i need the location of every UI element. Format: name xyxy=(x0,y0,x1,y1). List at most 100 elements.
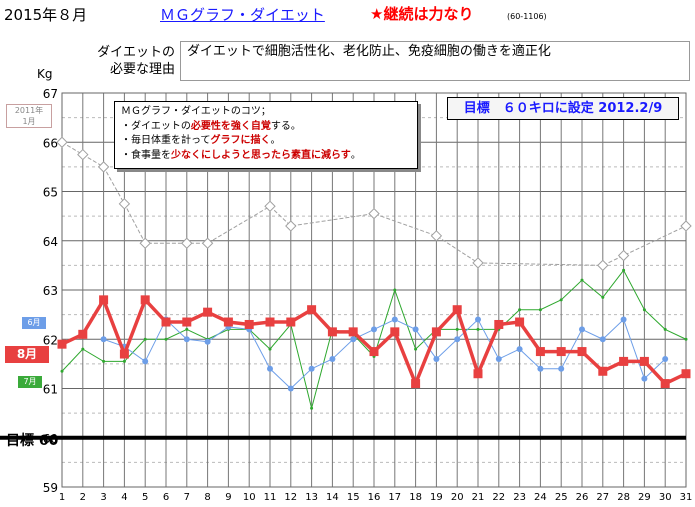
aug-point xyxy=(120,350,129,359)
x-tick-label: 19 xyxy=(430,492,443,503)
aug-point xyxy=(619,357,628,366)
jul-point xyxy=(560,298,563,301)
tip-3-end: 。 xyxy=(351,150,361,161)
tip-2-end: 。 xyxy=(271,135,281,146)
jun-point xyxy=(558,366,564,372)
x-tick-label: 7 xyxy=(184,492,190,503)
x-tick-label: 13 xyxy=(305,492,318,503)
jul-point xyxy=(518,308,521,311)
x-tick-label: 18 xyxy=(409,492,422,503)
tips-box: ＭＧグラフ・ダイエットのコツ； ・ダイエットの必要性を強く自覚する。 ・毎日体重… xyxy=(114,101,418,169)
legend-tag-aug: 8月 xyxy=(5,346,49,363)
x-tick-label: 17 xyxy=(388,492,401,503)
jun-point xyxy=(579,326,585,332)
tips-title: ＭＧグラフ・ダイエットのコツ； xyxy=(121,105,411,120)
jun-point xyxy=(413,326,419,332)
x-tick-label: 12 xyxy=(284,492,297,503)
x-tick-label: 23 xyxy=(513,492,526,503)
x-tick-label: 16 xyxy=(368,492,381,503)
last-year-point xyxy=(598,260,608,270)
last-year-point xyxy=(265,201,275,211)
jun-point xyxy=(309,366,315,372)
jul-point xyxy=(185,328,188,331)
tip-2-text: ・毎日体重を計って xyxy=(121,135,211,146)
x-tick-label: 29 xyxy=(638,492,651,503)
x-tick-label: 28 xyxy=(617,492,630,503)
y-tick-label: 64 xyxy=(43,235,58,249)
aug-point xyxy=(557,347,566,356)
aug-point xyxy=(307,305,316,314)
jul-point xyxy=(622,269,625,272)
jun-point xyxy=(101,336,107,342)
aug-point xyxy=(203,308,212,317)
last-year-point xyxy=(369,209,379,219)
tip-1-end: する。 xyxy=(271,121,301,132)
jun-point xyxy=(350,336,356,342)
jul-point xyxy=(165,338,168,341)
jun-point xyxy=(433,356,439,362)
jun-point xyxy=(517,346,523,352)
y-tick-label: 67 xyxy=(43,87,58,101)
jun-point xyxy=(537,366,543,372)
x-tick-label: 26 xyxy=(576,492,589,503)
jun-point xyxy=(392,317,398,323)
last-year-point xyxy=(619,251,629,261)
x-tick-label: 31 xyxy=(680,492,693,503)
jul-point xyxy=(269,348,272,351)
aug-point xyxy=(99,295,108,304)
jun-point xyxy=(205,339,211,345)
x-tick-label: 30 xyxy=(659,492,672,503)
aug-point xyxy=(266,318,275,327)
aug-point xyxy=(453,305,462,314)
jul-point xyxy=(61,370,64,373)
aug-point xyxy=(411,379,420,388)
x-tick-label: 1 xyxy=(59,492,65,503)
y-tick-label: 59 xyxy=(43,481,58,495)
last-year-point xyxy=(57,137,67,147)
jun-point xyxy=(142,358,148,364)
x-tick-label: 22 xyxy=(492,492,505,503)
y-tick-label: 66 xyxy=(43,136,58,150)
last-year-point xyxy=(286,221,296,231)
jun-point xyxy=(267,366,273,372)
aug-point xyxy=(182,318,191,327)
y-tick-label: 63 xyxy=(43,284,58,298)
last-year-point xyxy=(99,162,109,172)
last-year-point xyxy=(78,150,88,160)
x-tick-label: 21 xyxy=(472,492,485,503)
x-tick-label: 8 xyxy=(204,492,210,503)
x-tick-label: 27 xyxy=(596,492,609,503)
last-year-point xyxy=(119,199,129,209)
y-tick-label: 65 xyxy=(43,186,58,200)
y-tick-label: 61 xyxy=(43,383,58,397)
aug-point xyxy=(640,357,649,366)
aug-point xyxy=(536,347,545,356)
legend-tag-jul: 7月 xyxy=(18,376,42,388)
jun-point xyxy=(184,336,190,342)
jun-point xyxy=(475,317,481,323)
jun-point xyxy=(288,386,294,392)
aug-point xyxy=(224,318,233,327)
jul-point xyxy=(310,407,313,410)
x-tick-label: 2 xyxy=(80,492,86,503)
aug-point xyxy=(390,327,399,336)
jul-point xyxy=(477,328,480,331)
aug-point xyxy=(682,369,691,378)
jun-point xyxy=(621,317,627,323)
jul-point xyxy=(144,338,147,341)
x-tick-label: 25 xyxy=(555,492,568,503)
jul-point xyxy=(123,360,126,363)
aug-point xyxy=(432,327,441,336)
last-year-point xyxy=(431,231,441,241)
aug-point xyxy=(349,327,358,336)
aug-point xyxy=(598,367,607,376)
jul-point xyxy=(539,308,542,311)
jul-point xyxy=(643,308,646,311)
last-year-point xyxy=(203,238,213,248)
x-tick-label: 10 xyxy=(243,492,256,503)
tip-line-3: ・食事量を少なくにしようと思ったら素直に減らす。 xyxy=(121,149,411,164)
aug-point xyxy=(474,369,483,378)
aug-point xyxy=(661,379,670,388)
tip-1-emphasis: 必要性を強く自覚 xyxy=(191,121,271,132)
